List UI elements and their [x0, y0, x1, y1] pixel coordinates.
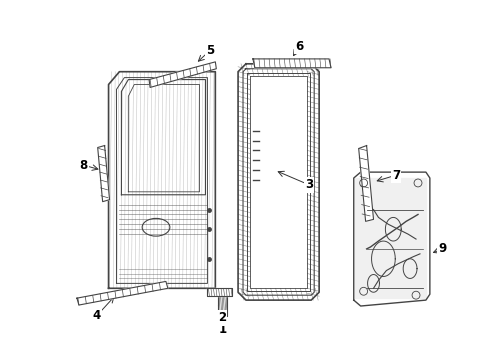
Polygon shape [77, 282, 167, 305]
Polygon shape [149, 62, 216, 87]
Polygon shape [252, 59, 330, 68]
Polygon shape [358, 145, 373, 221]
Polygon shape [218, 296, 227, 316]
Polygon shape [98, 145, 109, 202]
Text: 6: 6 [295, 40, 303, 53]
Polygon shape [207, 288, 232, 296]
Text: 2: 2 [218, 311, 226, 324]
Text: 3: 3 [305, 179, 313, 192]
Text: 1: 1 [218, 323, 226, 336]
Polygon shape [354, 178, 425, 298]
Text: 9: 9 [438, 242, 446, 255]
Text: 4: 4 [92, 309, 101, 322]
Text: 7: 7 [391, 168, 400, 181]
Text: 5: 5 [206, 44, 214, 57]
Polygon shape [251, 78, 305, 286]
Polygon shape [129, 85, 198, 191]
Text: 8: 8 [80, 159, 88, 172]
